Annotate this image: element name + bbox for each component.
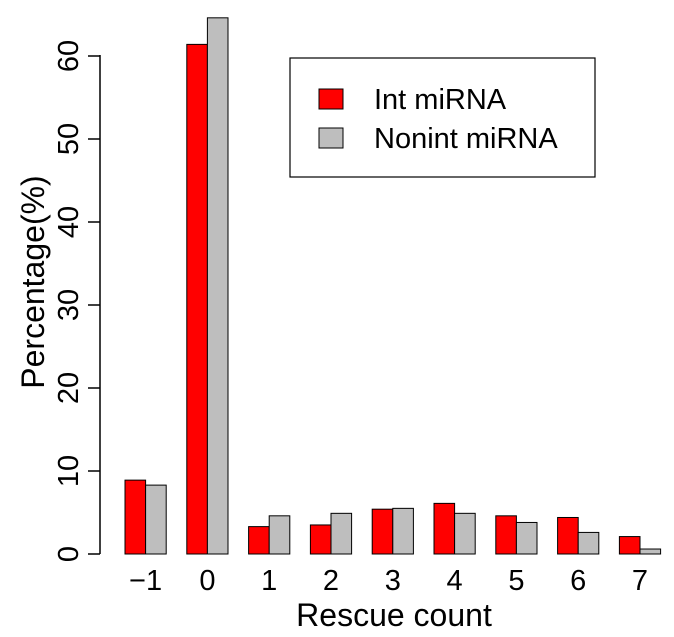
y-tick-label: 0 [53,546,85,562]
nonint-mirna-bar [268,515,291,555]
y-tick-label: 20 [53,372,85,404]
y-tick-label: 10 [53,455,85,487]
x-tick-label: 7 [632,565,648,597]
int-mirna-bar [618,536,641,555]
int-mirna-bar [557,516,579,555]
x-tick-label: 2 [323,565,339,597]
x-tick-label: 1 [261,565,277,597]
x-tick-label: 3 [385,565,401,597]
y-axis-ticks: 0 10 20 30 40 50 60 [53,40,100,562]
x-tick-label: 0 [199,565,215,597]
legend-label-nonint-mirna: Nonint miRNA [374,123,558,155]
x-tick-label: −1 [129,565,162,597]
x-tick-label: 6 [570,565,586,597]
y-axis-title: Percentage(%) [15,175,51,388]
x-tick-label: 4 [447,565,463,597]
legend-swatch-nonint-mirna [318,127,344,149]
nonint-mirna-bar [515,521,538,555]
nonint-mirna-bar [206,17,229,555]
int-mirna-bar [124,479,147,555]
legend-swatch-int-mirna [318,88,344,110]
int-mirna-bar [248,526,270,555]
int-mirna-bar [433,502,456,555]
legend-box [289,57,596,178]
nonint-mirna-bar [639,548,662,555]
legend: Int miRNA Nonint miRNA [289,57,596,178]
y-tick-label: 60 [53,40,85,72]
int-mirna-bar [186,43,208,555]
int-mirna-bar [371,508,394,555]
int-mirna-bar [495,515,517,555]
nonint-mirna-bar [145,484,167,555]
legend-label-int-mirna: Int miRNA [374,84,507,116]
y-tick-label: 30 [53,289,85,321]
y-tick-label: 50 [53,123,85,155]
x-axis-tick-labels: −1 0 1 2 3 4 5 6 7 [129,565,648,597]
int-mirna-bar [309,524,332,555]
bars [124,17,662,555]
y-tick-label: 40 [53,206,85,238]
nonint-mirna-bar [454,512,476,555]
nonint-mirna-bar [577,531,600,555]
x-axis-title: Rescue count [296,597,492,633]
nonint-mirna-bar [330,512,353,555]
nonint-mirna-bar [392,507,414,555]
x-tick-label: 5 [508,565,524,597]
